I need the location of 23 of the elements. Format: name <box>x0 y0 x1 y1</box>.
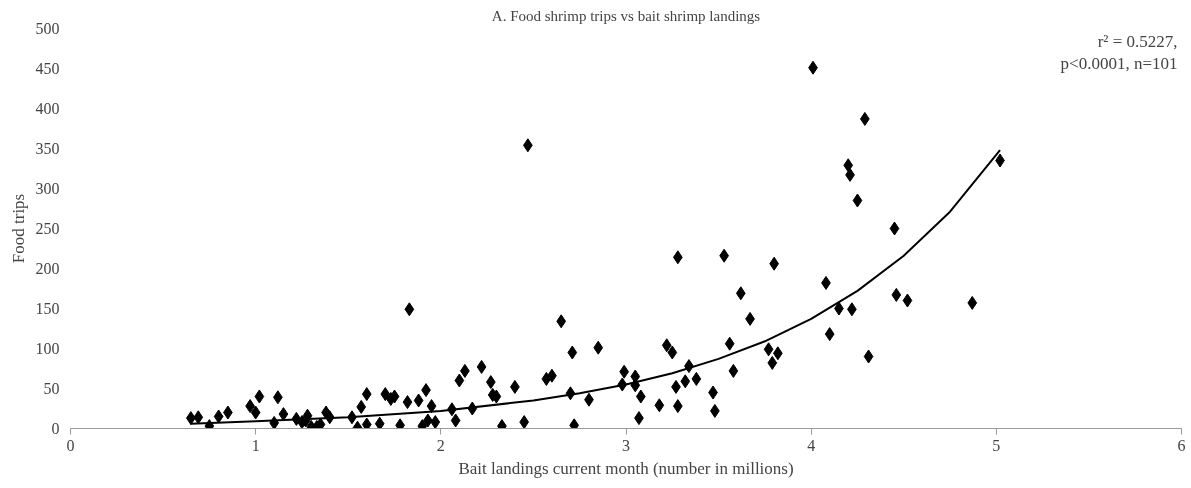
y-tick-label: 0 <box>51 420 60 437</box>
y-tick-label: 350 <box>35 140 60 157</box>
y-tick-label: 450 <box>35 60 60 77</box>
annotation: r² = 0.5227, <box>1097 31 1178 51</box>
y-tick-label: 300 <box>35 180 60 197</box>
x-tick-label: 3 <box>622 436 630 454</box>
x-tick-label: 6 <box>1177 436 1186 454</box>
y-tick-label: 100 <box>35 340 60 357</box>
x-tick-label: 5 <box>992 436 1001 454</box>
chart-title: A. Food shrimp trips vs bait shrimp landings <box>491 7 761 24</box>
y-tick-label: 500 <box>35 20 60 37</box>
x-tick-label: 4 <box>807 436 816 454</box>
y-tick-label: 200 <box>35 260 60 277</box>
x-tick-label: 2 <box>436 436 445 454</box>
y-tick-label: 50 <box>43 380 60 397</box>
x-axis-title: Bait landings current month (number in millions) <box>458 458 794 478</box>
annotation: p<0.0001, n=101 <box>1060 53 1178 73</box>
y-tick-label: 400 <box>35 100 60 117</box>
x-tick-label: 0 <box>66 436 75 454</box>
y-tick-label: 150 <box>35 300 60 317</box>
y-axis-title: Food trips <box>8 193 28 264</box>
x-tick-label: 1 <box>251 436 260 454</box>
y-tick-label: 250 <box>35 220 60 237</box>
